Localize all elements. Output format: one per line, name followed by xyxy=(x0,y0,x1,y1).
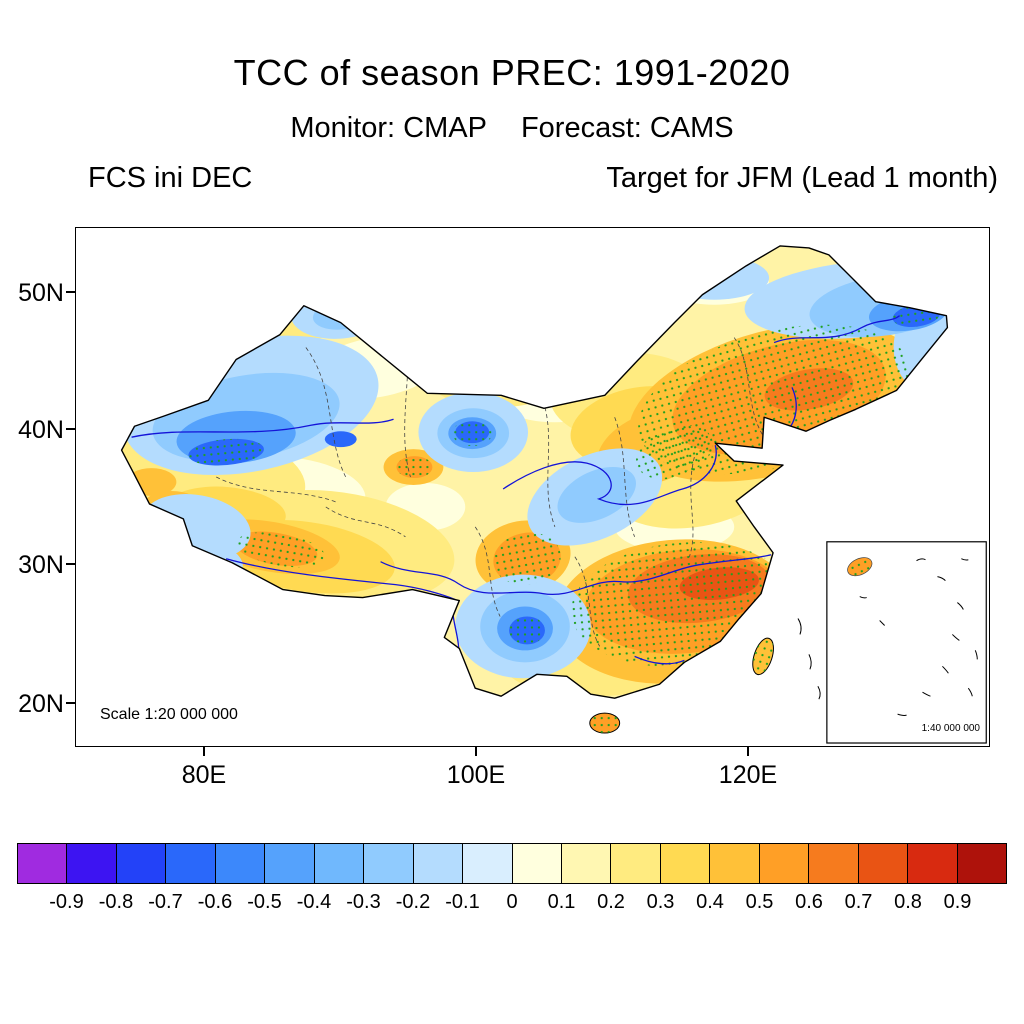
colorbar-tick-label: 0.7 xyxy=(844,891,873,913)
colorbar-tick-label: -0.7 xyxy=(148,891,183,913)
colorbar-cell xyxy=(18,844,68,883)
colorbar-tick-label: 0.1 xyxy=(547,891,576,913)
colorbar-cell xyxy=(116,844,167,883)
inset-scale-label: 1:40 000 000 xyxy=(921,723,980,734)
colorbar-cell xyxy=(265,844,315,883)
inset-box xyxy=(826,541,987,744)
y-tick-label-40n: 40N xyxy=(18,416,64,444)
y-tickmark xyxy=(66,563,75,565)
taiwan-island xyxy=(752,637,774,676)
colorbar xyxy=(17,843,1007,884)
x-tick-label-120e: 120E xyxy=(718,761,778,789)
colorbar-tick-label: 0.9 xyxy=(943,891,972,913)
init-label: FCS ini DEC xyxy=(88,162,253,194)
china-map-svg xyxy=(120,245,987,744)
colorbar-tick-label: 0.8 xyxy=(894,891,922,913)
figure-title: TCC of season PREC: 1991-2020 xyxy=(233,52,791,93)
y-tick-label-50n: 50N xyxy=(18,279,64,307)
colorbar-cell xyxy=(759,844,810,883)
figure-subheader-row: FCS ini DEC Target for JFM (Lead 1 month… xyxy=(88,162,998,195)
colorbar-tick-label: 0.3 xyxy=(646,891,675,913)
colorbar-cell xyxy=(660,844,711,883)
colorbar-cell xyxy=(166,844,216,883)
colorbar-cell xyxy=(611,844,661,883)
y-tickmark xyxy=(66,702,75,704)
colorbar-cell xyxy=(908,844,958,883)
colorbar-cell xyxy=(215,844,266,883)
y-tick-label-20n: 20N xyxy=(18,690,64,718)
y-tickmark xyxy=(66,428,75,430)
forecast-label: Forecast: CAMS xyxy=(520,112,734,144)
offshore-coast-dashes xyxy=(797,618,821,700)
target-label: Target for JFM (Lead 1 month) xyxy=(606,162,998,194)
colorbar-cell xyxy=(67,844,117,883)
colorbar-cell xyxy=(561,844,612,883)
y-tick-label-30n: 30N xyxy=(18,551,64,579)
colorbar-cell xyxy=(710,844,760,883)
colorbar-cell xyxy=(957,844,1007,883)
inset-island-dashes xyxy=(859,558,978,716)
x-tick-label-80e: 80E xyxy=(181,761,227,789)
colorbar-cell xyxy=(809,844,859,883)
colorbar-tick-label: -0.9 xyxy=(49,891,84,913)
x-tickmark xyxy=(203,747,205,756)
y-tickmark xyxy=(66,291,75,293)
colorbar-labels: -0.9 -0.8 -0.7 -0.6 -0.5 -0.4 -0.3 -0.2 -0.1 0 0.1… xyxy=(0,891,1024,917)
colorbar-tick-label: 0.6 xyxy=(795,891,823,913)
map-plot xyxy=(75,227,990,747)
figure-subtitle: Monitor: CMAP Forecast: CAMS xyxy=(0,112,1024,145)
colorbar-tick-label: 0.5 xyxy=(745,891,774,913)
x-tick-label-100e: 100E xyxy=(446,761,506,789)
colorbar-tick-label: -0.6 xyxy=(197,891,233,913)
colorbar-tick-label: -0.8 xyxy=(98,891,134,913)
x-tickmark xyxy=(747,747,749,756)
colorbar-tick-label: 0.2 xyxy=(597,891,625,913)
colorbar-tick-label: -0.1 xyxy=(445,891,480,913)
colorbar-tick-label: -0.3 xyxy=(346,891,381,913)
colorbar-cell xyxy=(314,844,365,883)
colorbar-tick-label: 0 xyxy=(506,891,518,913)
province-boundaries xyxy=(216,307,765,647)
china-outline xyxy=(120,245,949,699)
monitor-label: Monitor: CMAP xyxy=(290,112,487,144)
colorbar-cell xyxy=(858,844,909,883)
x-tickmark xyxy=(475,747,477,756)
hainan-island xyxy=(589,712,621,734)
colorbar-tick-label: 0.4 xyxy=(696,891,724,913)
colorbar-tick-label: -0.4 xyxy=(296,891,332,913)
colorbar-cell xyxy=(413,844,464,883)
map-scale-label: Scale 1:20 000 000 xyxy=(100,706,238,723)
colorbar-cell xyxy=(364,844,414,883)
colorbar-cell xyxy=(512,844,562,883)
colorbar-tick-label: -0.5 xyxy=(247,891,282,913)
colorbar-cell xyxy=(463,844,513,883)
colorbar-tick-label: -0.2 xyxy=(395,891,431,913)
